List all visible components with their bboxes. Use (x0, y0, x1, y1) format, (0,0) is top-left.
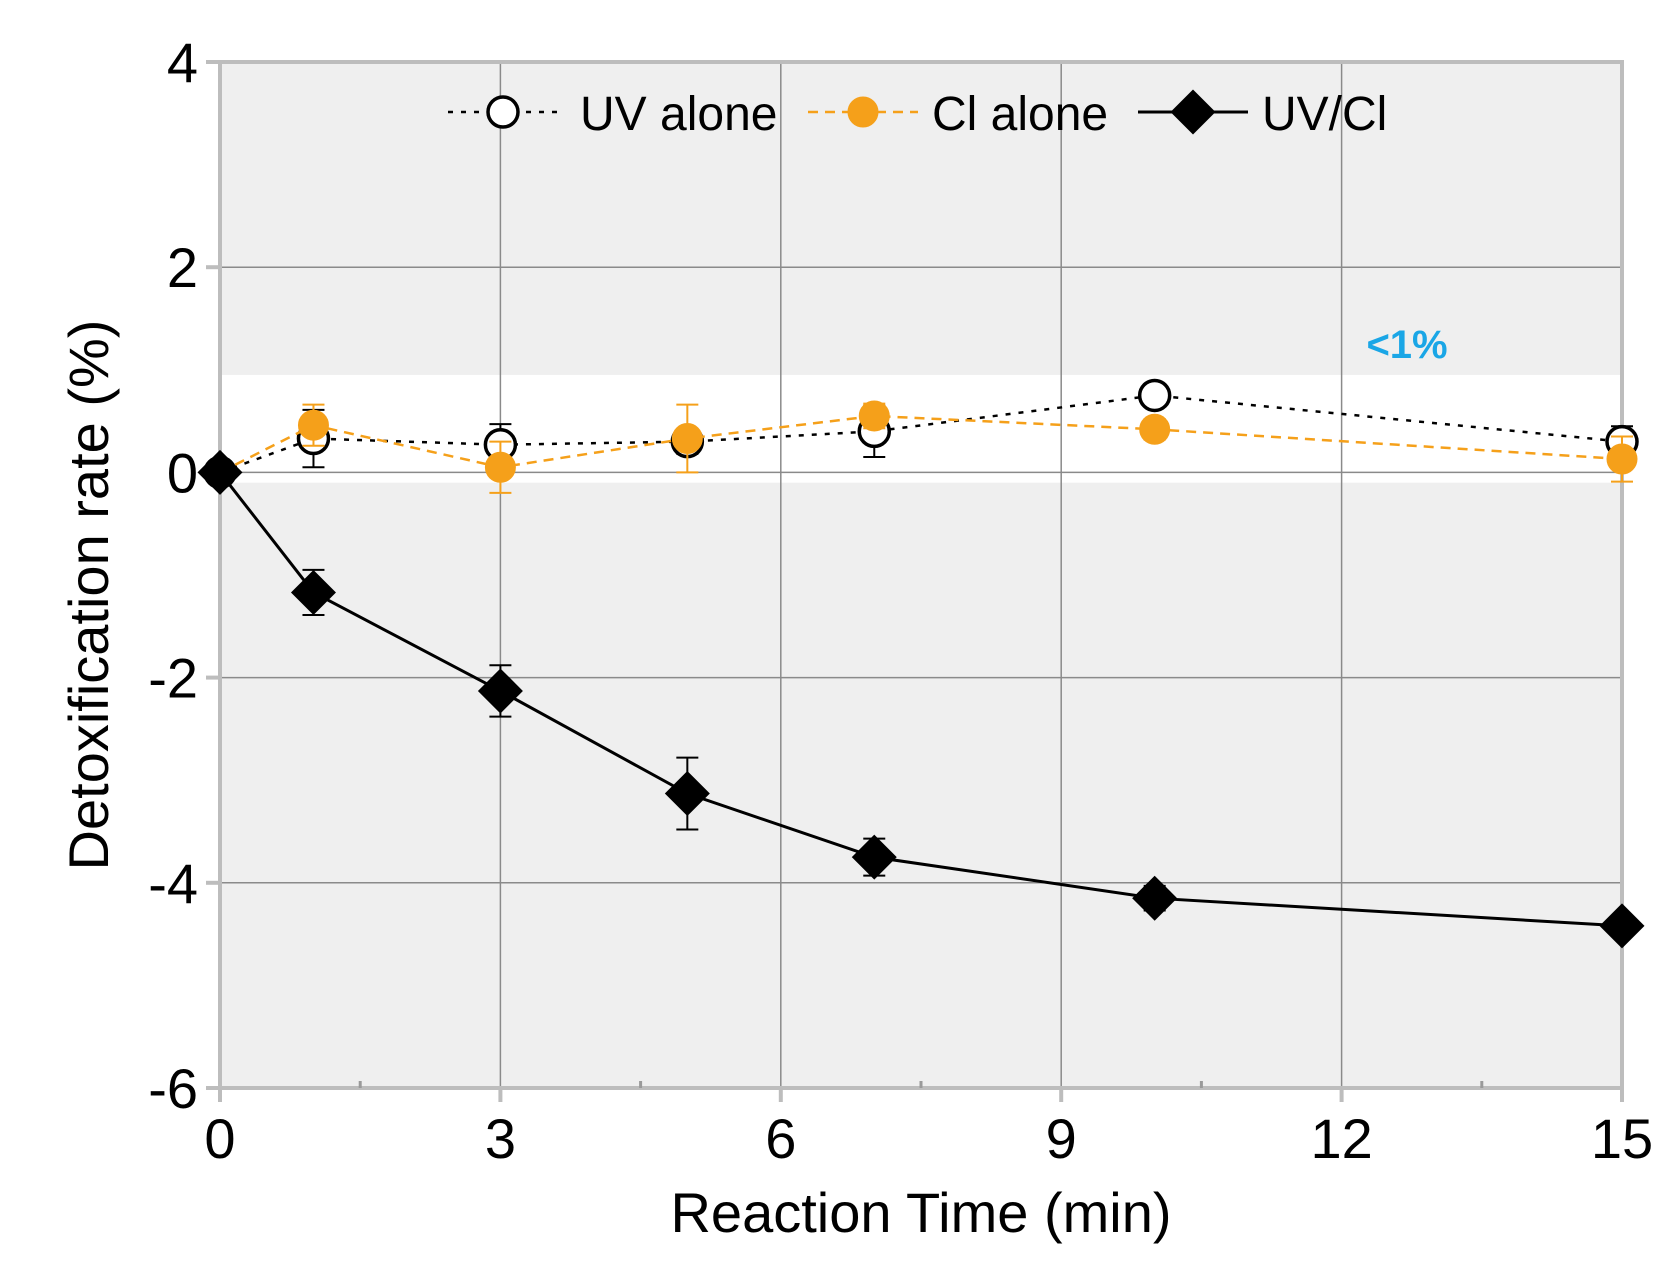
x-tick-label: 0 (204, 1107, 235, 1170)
y-tick-label: 2 (167, 236, 198, 299)
legend-label: UV alone (580, 88, 777, 141)
y-axis-label: Detoxification rate (%) (57, 320, 120, 871)
y-tick-label: -2 (148, 647, 198, 710)
marker-filled-circle (858, 400, 890, 432)
marker-filled-circle (1606, 443, 1638, 475)
series-cl-alone (204, 400, 1638, 494)
y-tick-label: 4 (167, 31, 198, 94)
x-tick-label: 12 (1310, 1107, 1372, 1170)
axes: 420-2-4-60 3 6 9 12 15 (148, 31, 1653, 1170)
marker-filled-diamond (664, 771, 710, 817)
y-tick-label: -6 (148, 1057, 198, 1120)
annotation-below-1-percent: <1% (1366, 323, 1447, 367)
marker-filled-diamond (851, 834, 897, 880)
grid-lines (220, 62, 1622, 1088)
marker-filled-diamond (1132, 875, 1178, 921)
y-tick-label: 0 (167, 441, 198, 504)
plot-background (220, 62, 1622, 1088)
x-tick-label: 9 (1046, 1107, 1077, 1170)
marker-open-circle (486, 95, 520, 129)
marker-filled-diamond (477, 668, 523, 714)
marker-filled-circle (484, 451, 516, 483)
highlight-band (222, 374, 1620, 483)
marker-filled-diamond (290, 569, 336, 615)
legend-label: UV/Cl (1262, 88, 1387, 141)
marker-filled-circle (847, 96, 879, 128)
marker-filled-circle (671, 423, 703, 455)
x-axis-label: Reaction Time (min) (670, 1181, 1171, 1244)
y-tick-label: -4 (148, 852, 198, 915)
legend: UV alone Cl alone UV/Cl (448, 88, 1387, 141)
legend-item: Cl alone (808, 88, 1108, 141)
x-tick-label: 6 (765, 1107, 796, 1170)
marker-filled-circle (1139, 413, 1171, 445)
x-tick-label: 15 (1591, 1107, 1653, 1170)
legend-item: UV/Cl (1138, 88, 1387, 141)
x-tick-label: 3 (485, 1107, 516, 1170)
legend-label: Cl alone (932, 88, 1108, 141)
marker-filled-circle (297, 409, 329, 441)
legend-item: UV alone (448, 88, 777, 141)
marker-filled-diamond (1599, 903, 1645, 949)
marker-filled-diamond (197, 449, 243, 495)
data-series (197, 378, 1645, 949)
series-uv-cl (197, 449, 1645, 949)
marker-open-circle (1137, 378, 1172, 413)
marker-filled-diamond (1170, 89, 1216, 135)
